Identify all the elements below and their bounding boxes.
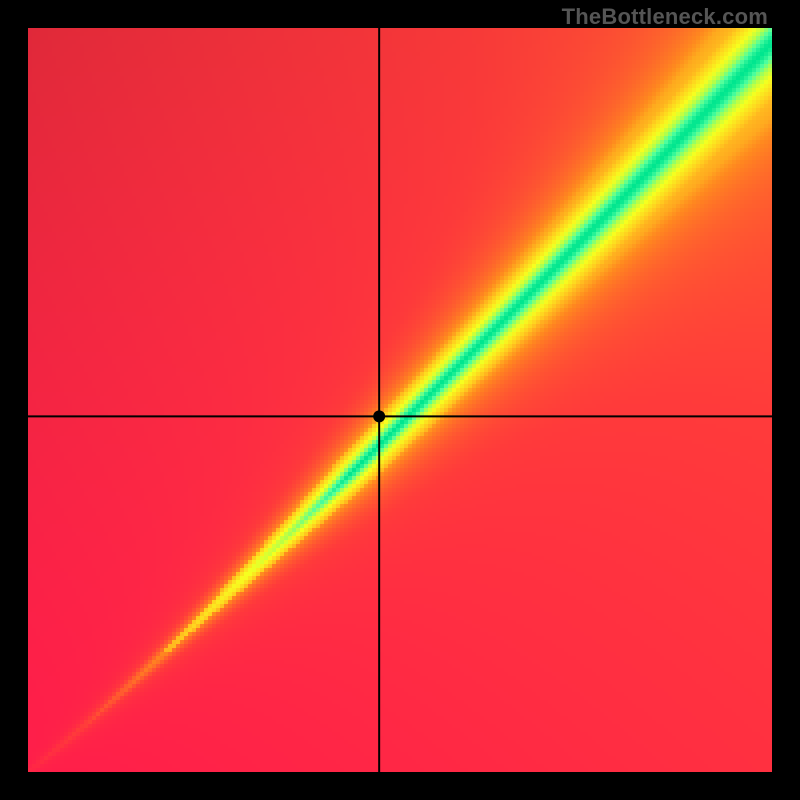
heatmap-plot: [28, 28, 772, 772]
watermark-text: TheBottleneck.com: [562, 4, 768, 30]
chart-frame: TheBottleneck.com: [0, 0, 800, 800]
heatmap-canvas: [28, 28, 772, 772]
